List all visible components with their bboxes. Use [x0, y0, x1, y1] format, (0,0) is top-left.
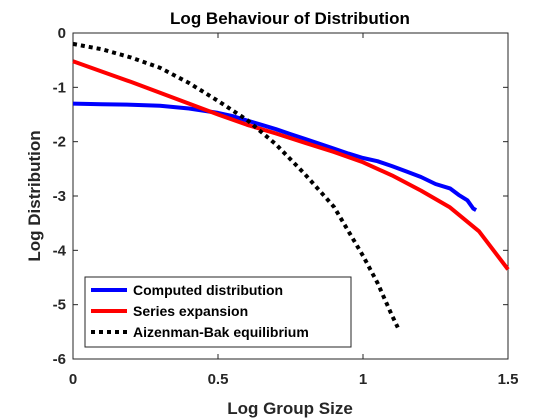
x-axis-label: Log Group Size: [227, 399, 353, 418]
y-tick-label: -2: [53, 134, 66, 151]
y-tick-label: 0: [58, 25, 66, 42]
x-tick-label: 1: [359, 371, 367, 388]
y-tick-label: -1: [53, 79, 66, 96]
legend: Computed distribution Series expansion Aiz…: [84, 276, 352, 348]
y-tick-label: -4: [53, 242, 67, 259]
series-line-2: [72, 59, 510, 271]
y-tick-label: -3: [53, 188, 66, 205]
y-tick-label: -5: [53, 297, 66, 314]
plot-area: 0 0.5 1 1.5 0 -1 -2 -3 -4 -5 -6: [53, 25, 519, 388]
series-line-1: [72, 101, 478, 212]
x-tick-label: 1.5: [498, 371, 519, 388]
legend-label-1: Computed distribution: [133, 282, 283, 298]
y-tick-label: -6: [53, 351, 66, 368]
legend-label-2: Series expansion: [133, 303, 248, 319]
legend-label-3: Aizenman-Bak equilibrium: [133, 324, 309, 340]
legend-box: [84, 276, 352, 348]
x-tick-label: 0: [69, 371, 77, 388]
chart-title: Log Behaviour of Distribution: [170, 9, 410, 28]
y-axis-label: Log Distribution: [25, 130, 44, 261]
series-line-3: [72, 41, 400, 329]
x-tick-label: 0.5: [208, 371, 229, 388]
